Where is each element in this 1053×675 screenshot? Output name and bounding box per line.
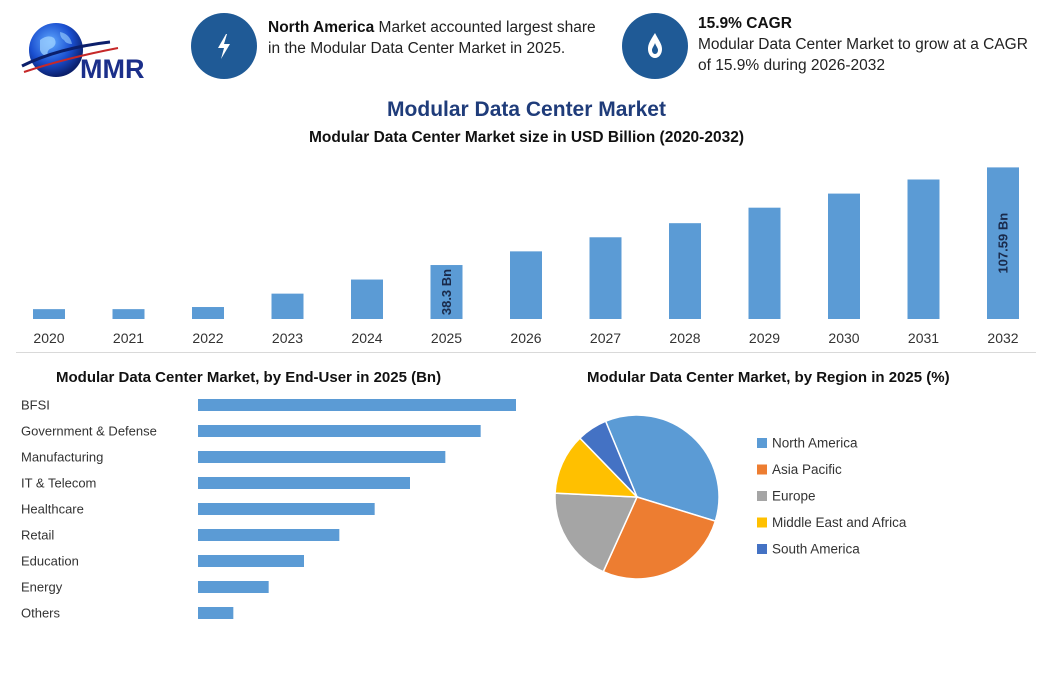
market-size-bar-chart: 2020 2021 2022 2023 2024 2025 38.3 Bn 2026 2027 2… <box>33 167 1019 346</box>
category-label: Energy <box>21 580 63 595</box>
category-label: Manufacturing <box>21 450 103 465</box>
bar-2030 <box>828 193 860 319</box>
legend-label: Europe <box>772 489 816 504</box>
category-label: Retail <box>21 528 54 543</box>
page-title: Modular Data Center Market <box>387 98 666 121</box>
data-label-2032: 107.59 Bn <box>996 213 1011 274</box>
x-tick-label: 2025 <box>431 330 462 346</box>
callout-text: Modular Data Center Market to grow at a … <box>698 36 1028 74</box>
bar-2028 <box>669 223 701 319</box>
x-tick-label: 2026 <box>510 330 541 346</box>
x-tick-label: 2021 <box>113 330 144 346</box>
hbar-healthcare <box>198 503 375 515</box>
category-label: Healthcare <box>21 502 84 517</box>
legend-swatch <box>757 491 767 501</box>
legend-swatch <box>757 517 767 528</box>
bar-2029 <box>748 207 781 319</box>
x-tick-label: 2024 <box>351 330 382 346</box>
brand-name: MMR <box>80 54 144 84</box>
legend-label: Middle East and Africa <box>772 515 907 530</box>
pie-slice-europe <box>554 492 639 573</box>
pie-slice-middle-east-and-africa <box>554 437 639 498</box>
category-label: Government & Defense <box>21 424 157 439</box>
globe-icon: MMR <box>21 23 144 84</box>
legend-swatch <box>757 544 767 554</box>
callout-cagr: 15.9% CAGR Modular Data Center Market to… <box>698 13 1028 76</box>
x-tick-label: 2031 <box>908 330 939 346</box>
flame-icon <box>622 13 688 79</box>
pie-slice-south-america <box>578 420 638 498</box>
category-label: BFSI <box>21 398 50 413</box>
hbar-others <box>198 607 234 619</box>
bar-2027 <box>589 237 622 319</box>
callout-bold: North America <box>268 19 375 36</box>
bar-2032 <box>987 167 1019 319</box>
callout-north-america: North America Market accounted largest s… <box>268 17 598 59</box>
hbar-manufacturing <box>198 451 446 463</box>
x-tick-label: 2028 <box>669 330 700 346</box>
callout-text: Market accounted largest share in the Mo… <box>268 19 596 57</box>
hbar-retail <box>198 529 340 541</box>
region-pie-chart: North America Asia Pacific Europe Middle Ea… <box>554 414 907 580</box>
hbar-it-telecom <box>198 477 410 489</box>
legend-label: Asia Pacific <box>772 462 842 477</box>
hbar-government-defense <box>198 425 481 437</box>
hbar-energy <box>198 581 269 593</box>
callout-bold: 15.9% CAGR <box>698 15 792 32</box>
bar-2025 <box>430 265 463 319</box>
legend-swatch <box>757 464 767 475</box>
category-label: Others <box>21 606 61 621</box>
mmr-logo: MMR <box>18 18 158 88</box>
x-tick-label: 2023 <box>272 330 303 346</box>
bar-2024 <box>351 279 383 319</box>
data-label-2025: 38.3 Bn <box>439 269 454 315</box>
legend-swatch <box>757 438 767 448</box>
x-tick-label: 2020 <box>33 330 64 346</box>
bar-2022 <box>192 307 224 319</box>
x-tick-label: 2032 <box>987 330 1018 346</box>
bar-2026 <box>510 251 542 319</box>
hbar-bfsi <box>198 399 516 411</box>
divider <box>16 352 1036 353</box>
x-tick-label: 2030 <box>828 330 859 346</box>
lightning-icon <box>191 13 257 79</box>
pie-slice-asia-pacific <box>602 496 717 580</box>
x-tick-label: 2029 <box>749 330 780 346</box>
x-tick-label: 2027 <box>590 330 621 346</box>
end-user-bar-chart: BFSI Government & Defense Manufacturing IT … <box>21 398 516 621</box>
chart-subtitle: Modular Data Center Market size in USD B… <box>309 129 744 146</box>
hbar-education <box>198 555 304 567</box>
pie-slice-north-america <box>604 414 720 523</box>
category-label: IT & Telecom <box>21 476 96 491</box>
bar-2021 <box>112 309 145 319</box>
x-tick-label: 2022 <box>192 330 223 346</box>
region-chart-title: Modular Data Center Market, by Region in… <box>587 369 950 386</box>
bar-2031 <box>907 179 940 319</box>
bar-2023 <box>271 293 304 319</box>
end-user-chart-title: Modular Data Center Market, by End-User … <box>56 369 442 386</box>
category-label: Education <box>21 554 79 569</box>
bar-2020 <box>33 309 65 319</box>
legend-label: North America <box>772 436 858 451</box>
legend-label: South America <box>772 542 860 557</box>
